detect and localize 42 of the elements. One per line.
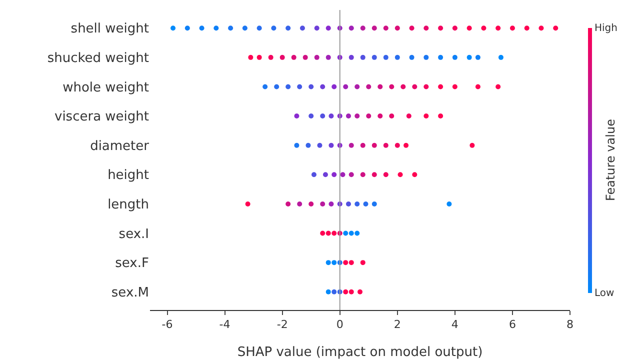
point [538, 26, 544, 31]
point [354, 84, 360, 90]
point [314, 54, 320, 60]
point [553, 26, 558, 31]
x-tick-label: -2 [276, 318, 288, 332]
point [452, 26, 458, 31]
x-tick-label: 6 [508, 318, 516, 332]
point [297, 84, 302, 90]
color-bar-title: Feature value [603, 119, 618, 201]
point [354, 201, 360, 206]
y-tick-label: viscera weight [54, 110, 149, 125]
x-tick-label: 4 [451, 318, 458, 332]
point [481, 26, 486, 31]
point [286, 26, 291, 31]
y-tick-label: sex.M [111, 285, 149, 300]
point [326, 54, 331, 60]
y-tick-label: whole weight [62, 80, 149, 96]
y-tick-label: sex.F [115, 256, 149, 272]
y-tick-label: length [108, 198, 149, 213]
point [354, 114, 360, 119]
color-bar-label: Low [594, 288, 614, 299]
x-tick-label: 0 [336, 318, 344, 332]
color-bar-label: High [594, 23, 618, 34]
x-tick-label: 8 [566, 318, 574, 332]
point [510, 26, 515, 31]
x-tick-label: -4 [219, 318, 230, 332]
point [470, 142, 475, 148]
point [424, 114, 429, 119]
point [394, 26, 400, 31]
y-tick-label: shell weight [70, 22, 149, 37]
x-tick-label: -6 [162, 318, 173, 332]
point [372, 54, 377, 60]
point [496, 26, 501, 31]
y-tick-label: diameter [90, 138, 150, 154]
point [343, 84, 348, 90]
y-tick-label: sex.I [118, 226, 149, 242]
x-axis-title: SHAP value (impact on model output) [237, 345, 483, 360]
y-tick-label: height [108, 168, 149, 184]
point [466, 26, 472, 31]
x-tick-label: 2 [394, 318, 401, 332]
point [524, 26, 530, 31]
y-tick-label: shucked weight [47, 50, 149, 66]
